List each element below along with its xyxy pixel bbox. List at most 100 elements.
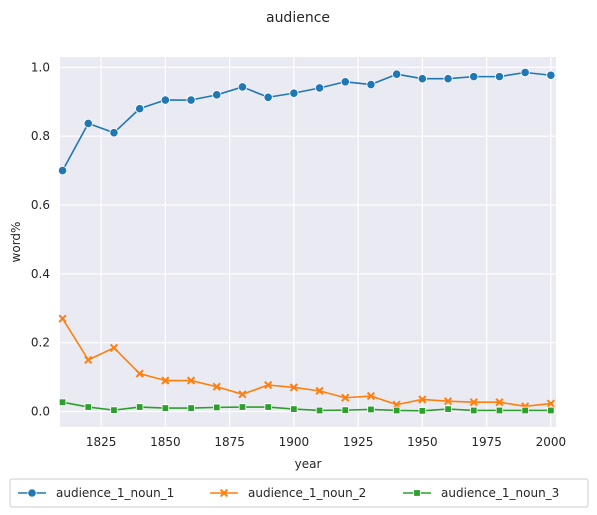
marker-stroke [58,314,67,323]
data-point [341,406,349,414]
chart-title: audience [266,10,330,26]
marker-stroke [161,376,170,385]
data-point [109,343,119,352]
data-point [546,70,556,80]
marker-stroke [238,390,247,399]
marker-stroke [264,380,273,390]
data-point [110,406,118,414]
x-axis-ticks: 1825 1850 1875 1900 1925 1950 1975 2000 [86,435,566,449]
x-tick-label: 1925 [343,435,374,449]
series-audience_1_noun_3 [58,398,555,415]
data-point [340,77,350,87]
y-axis-label: word% [9,222,23,263]
data-point [57,165,68,176]
data-point [238,403,247,411]
data-point [392,69,402,79]
marker-stroke [341,393,350,402]
data-point [212,90,222,100]
series-audience_1_noun_2 [58,314,555,411]
data-point [289,88,299,98]
data-point [443,74,453,84]
data-point [264,403,272,411]
data-point [417,74,427,84]
data-point [160,95,170,105]
data-point [264,380,273,390]
data-point [367,405,375,414]
data-point [366,79,376,90]
data-point [212,382,221,391]
data-point [495,406,504,415]
y-tick-label: 0.2 [31,336,50,350]
data-point [520,67,530,78]
data-point [547,406,555,415]
legend-item: audience_1_noun_2 [210,486,366,500]
legend-label: audience_1_noun_2 [248,486,366,500]
data-point [289,383,298,392]
marker-stroke [418,395,427,404]
data-point [470,406,478,415]
data-point [237,82,248,92]
y-tick-label: 1.0 [31,60,50,74]
legend-marker [219,488,229,498]
x-tick-label: 1850 [150,435,181,449]
data-point [109,128,119,138]
data-point [187,404,195,412]
data-point [418,395,427,404]
data-point [315,386,324,395]
x-tick-label: 1900 [279,435,310,449]
marker-stroke [186,376,196,385]
gridlines [60,57,556,427]
marker-stroke [443,397,453,406]
data-point [443,397,453,406]
marker-stroke [495,398,504,407]
x-tick-label: 1875 [214,435,245,449]
data-point [521,406,529,415]
plot-area [60,57,556,427]
data-point [161,376,170,385]
data-point [84,355,93,364]
data-point [469,398,478,407]
data-point [418,407,427,415]
data-point [186,95,196,105]
data-point [494,72,505,82]
data-point [186,376,196,385]
y-tick-label: 0.6 [31,198,50,212]
data-point [444,405,452,413]
data-point [546,399,555,408]
data-point [213,403,221,412]
marker-stroke [315,386,324,395]
legend-item: audience_1_noun_3 [403,486,559,500]
legend-label: audience_1_noun_1 [56,486,174,500]
data-point [135,403,144,411]
data-point [161,404,170,412]
legend-label: audience_1_noun_3 [441,486,559,500]
data-point [290,405,298,413]
data-point [314,83,325,93]
legend-box [9,478,589,508]
marker-stroke [469,398,478,407]
data-point [366,391,376,401]
data-point [135,104,145,114]
legend: audience_1_noun_1 audience_1_noun_2 audien… [9,478,589,508]
data-point [58,398,67,406]
legend-item: audience_1_noun_1 [18,486,174,500]
marker-stroke [219,488,229,498]
legend-marker [27,488,37,498]
data-point [135,369,144,378]
data-point [58,314,67,323]
data-point [392,406,401,415]
marker-stroke [135,369,144,378]
marker-stroke [546,399,555,408]
x-tick-label: 2000 [536,435,567,449]
marker-stroke [84,355,93,364]
marker-stroke [289,383,298,392]
data-point [83,118,93,129]
series-line [61,318,551,408]
marker-stroke [366,391,376,401]
x-tick-label: 1950 [407,435,438,449]
data-point [238,390,247,399]
x-tick-label: 1975 [471,435,502,449]
legend-marker [413,489,421,497]
y-tick-label: 0.8 [31,129,50,143]
